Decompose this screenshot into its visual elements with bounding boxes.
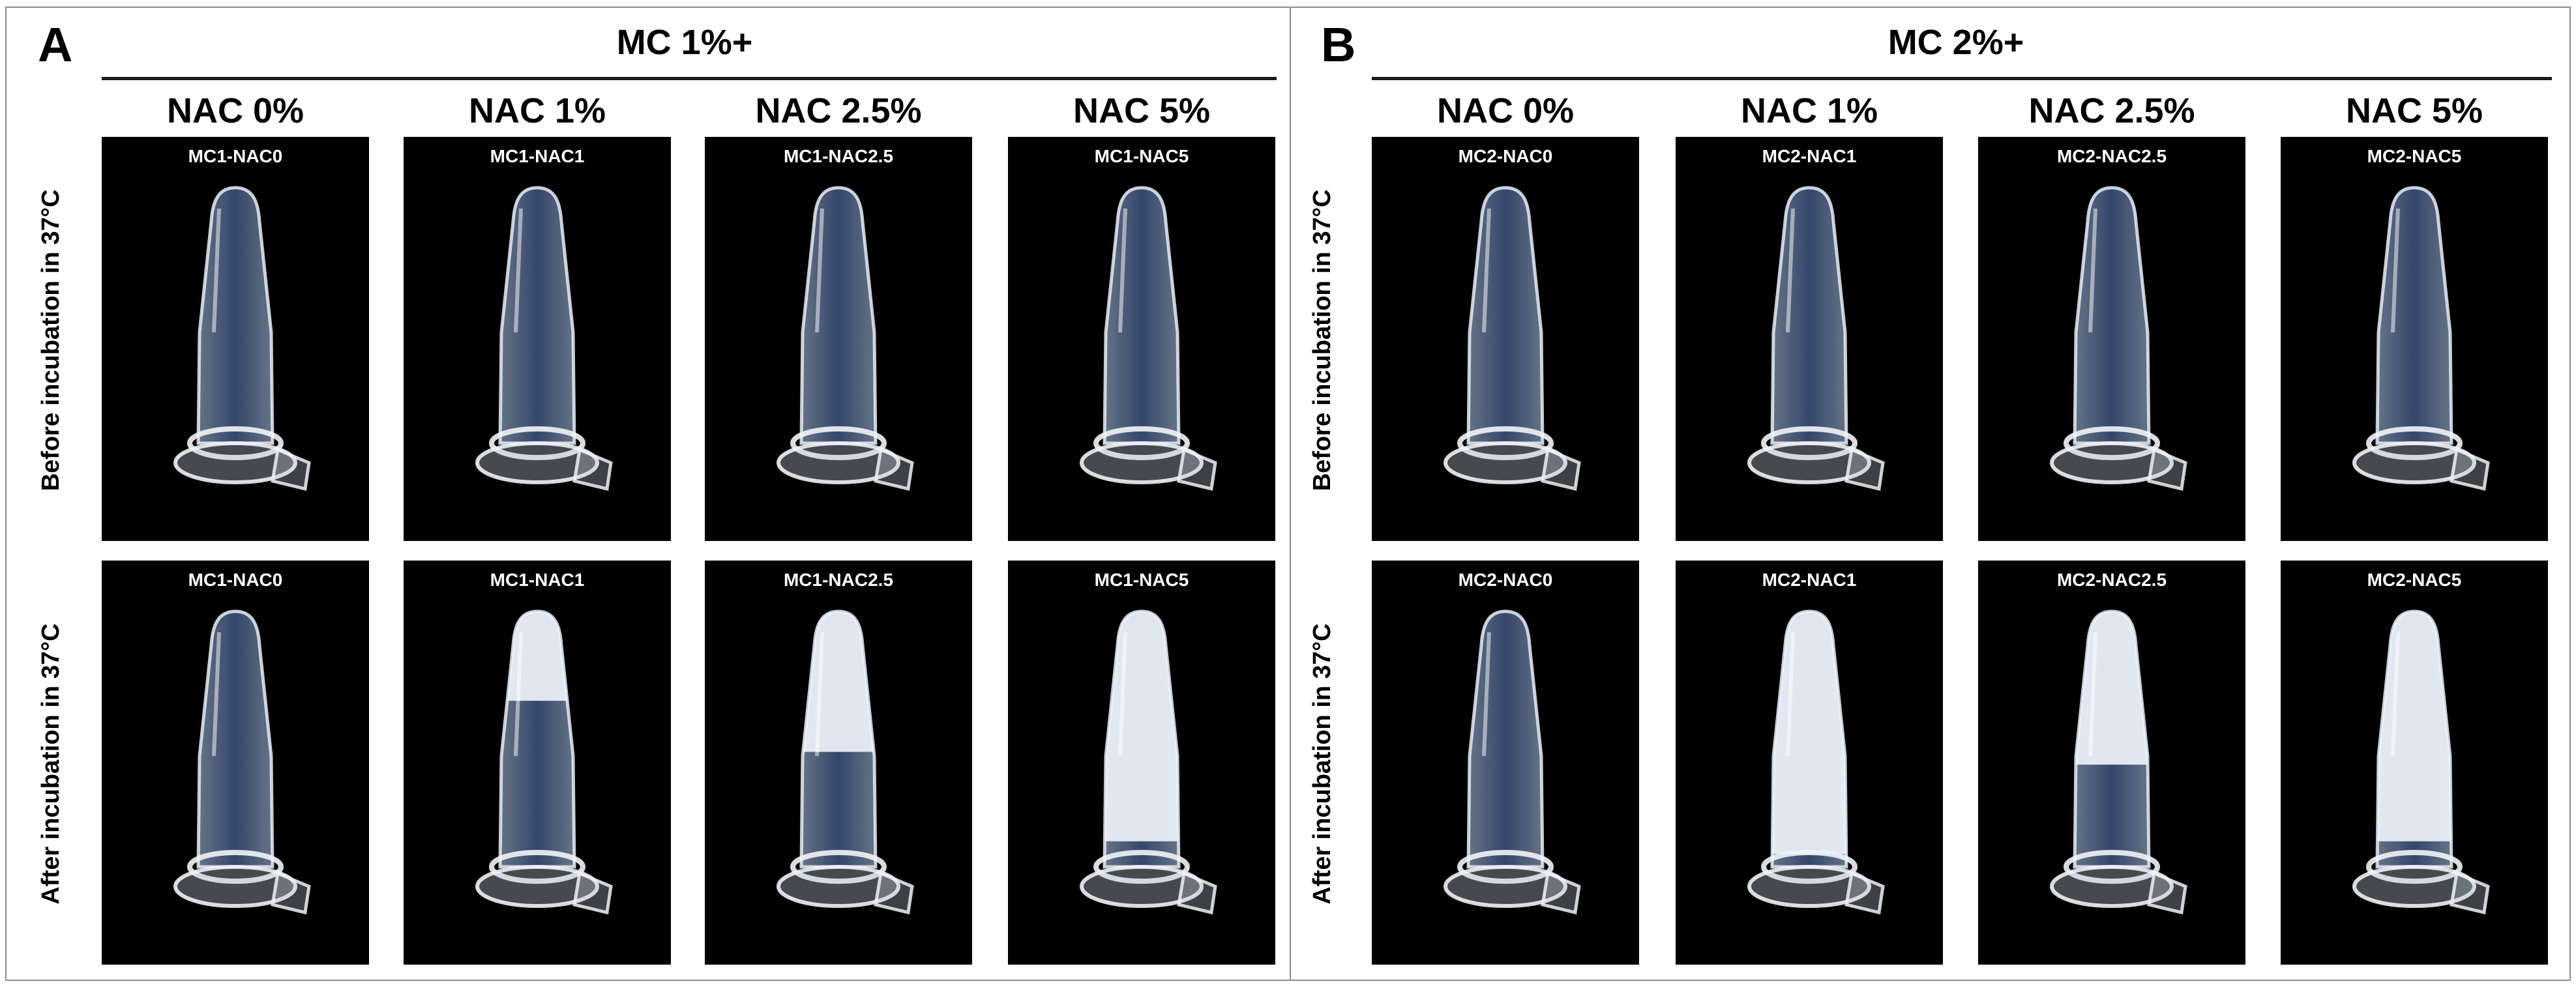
sample-label: MC2-NAC2.5 <box>2056 146 2167 166</box>
tube-image <box>777 186 914 491</box>
tube-photo: MC2-NAC1 <box>1676 561 1943 965</box>
sample-label: MC1-NAC5 <box>1094 570 1189 590</box>
group-title: MC 1%+ <box>616 23 753 62</box>
group-divider <box>102 77 1277 80</box>
column-header: NAC 1% <box>1740 91 1878 130</box>
sample-label: MC1-NAC5 <box>1094 146 1189 166</box>
tube-image <box>475 609 613 915</box>
sample-label: MC1-NAC0 <box>188 146 283 166</box>
row-label-after: After incubation in 37°C <box>37 623 65 905</box>
column-header: NAC 5% <box>2345 91 2483 130</box>
tube-photo: MC2-NAC2.5 <box>1978 561 2245 965</box>
row-label-before: Before incubation in 37°C <box>1309 189 1336 491</box>
tube-photo: MC1-NAC1 <box>404 137 671 541</box>
tube-image <box>173 186 311 491</box>
column-header: NAC 2.5% <box>755 91 922 130</box>
sample-label: MC2-NAC0 <box>1458 146 1553 166</box>
sample-label: MC1-NAC2.5 <box>783 146 894 166</box>
tube-image <box>1080 609 1217 915</box>
tube-photo: MC1-NAC1 <box>404 561 671 965</box>
group-title: MC 2%+ <box>1888 23 2024 62</box>
tube-photo: MC1-NAC5 <box>1008 137 1275 541</box>
tube-image <box>1747 186 1885 491</box>
tube-photo: MC1-NAC5 <box>1008 561 1275 965</box>
tube-photo: MC1-NAC0 <box>102 137 369 541</box>
sample-label: MC2-NAC1 <box>1762 570 1857 590</box>
tube-photo: MC2-NAC1 <box>1676 137 1943 541</box>
panel-a: A MC 1%+ NAC 0% NAC 1% NAC 2.5% NAC 5% B… <box>5 7 1296 981</box>
tube-photo: MC1-NAC2.5 <box>705 137 972 541</box>
sample-label: MC2-NAC0 <box>1458 570 1553 590</box>
tube-photo: MC2-NAC5 <box>2281 561 2548 965</box>
column-header: NAC 5% <box>1073 91 1211 130</box>
column-header: NAC 1% <box>468 91 606 130</box>
column-header: NAC 2.5% <box>2028 91 2195 130</box>
panel-b: B MC 2%+ NAC 0% NAC 1% NAC 2.5% NAC 5% B… <box>1290 7 2571 981</box>
group-divider <box>1372 77 2552 80</box>
sample-label: MC1-NAC0 <box>188 570 283 590</box>
sample-label: MC2-NAC5 <box>2367 570 2462 590</box>
row-label-after: After incubation in 37°C <box>1309 623 1336 905</box>
sample-label: MC1-NAC2.5 <box>783 570 894 590</box>
tube-photo: MC1-NAC2.5 <box>705 561 972 965</box>
row-label-before: Before incubation in 37°C <box>37 189 65 491</box>
column-header: NAC 0% <box>166 91 304 130</box>
tube-image <box>2050 186 2187 491</box>
tube-image <box>1080 186 1217 491</box>
sample-label: MC2-NAC1 <box>1762 146 1857 166</box>
sample-label: MC2-NAC2.5 <box>2056 570 2167 590</box>
tube-image <box>777 609 914 915</box>
tube-image <box>1443 609 1581 915</box>
panel-letter: A <box>38 18 73 72</box>
tube-photo: MC2-NAC2.5 <box>1978 137 2245 541</box>
tube-image <box>2352 186 2490 491</box>
sample-label: MC1-NAC1 <box>490 570 585 590</box>
tube-photo: MC2-NAC5 <box>2281 137 2548 541</box>
tube-photo: MC2-NAC0 <box>1372 137 1639 541</box>
tube-image <box>2050 609 2187 915</box>
tube-image <box>1443 186 1581 491</box>
tube-photo: MC2-NAC0 <box>1372 561 1639 965</box>
tube-image <box>173 609 311 915</box>
tube-image <box>1747 609 1885 915</box>
panel-letter: B <box>1321 18 1356 72</box>
tube-image <box>2352 609 2490 915</box>
sample-label: MC1-NAC1 <box>490 146 585 166</box>
sample-label: MC2-NAC5 <box>2367 146 2462 166</box>
tube-image <box>475 186 613 491</box>
tube-photo: MC1-NAC0 <box>102 561 369 965</box>
column-header: NAC 0% <box>1436 91 1575 130</box>
